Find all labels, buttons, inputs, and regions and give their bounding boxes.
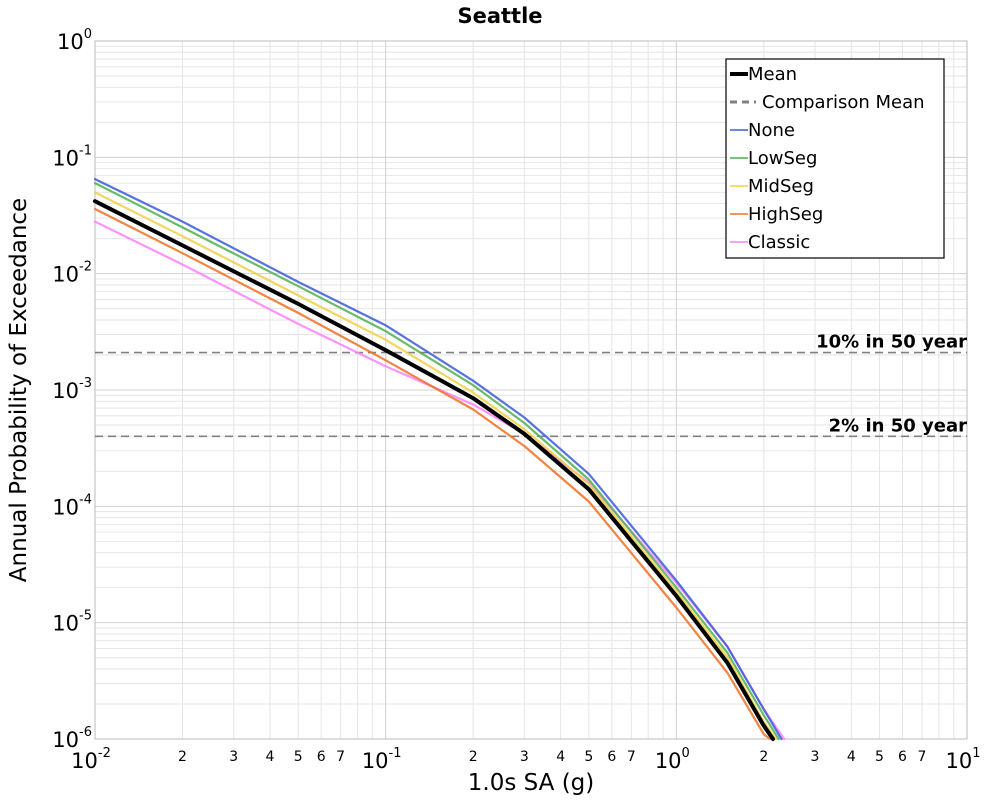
series-line-lowseg [93, 182, 780, 741]
legend-label: MidSeg [748, 176, 814, 197]
y-axis-label: Annual Probability of Exceedance [6, 198, 32, 582]
x-minor-tick-label: 2 [469, 749, 478, 765]
x-tick-exponent: 0 [682, 746, 690, 761]
x-minor-tick-label: 4 [847, 749, 856, 765]
x-minor-tick-label: 3 [229, 749, 238, 765]
x-minor-tick-label: 7 [336, 749, 345, 765]
x-minor-tick-label: 4 [266, 749, 275, 765]
legend-label: None [748, 120, 795, 141]
x-tick-exponent: -1 [389, 746, 402, 761]
legend-label: HighSeg [748, 204, 823, 225]
plot-area [94, 40, 968, 740]
x-minor-tick-label: 6 [317, 749, 326, 765]
legend-label: Mean [748, 64, 797, 85]
y-tick-exponent: -5 [79, 609, 92, 624]
series-line-mean [93, 199, 775, 741]
y-tick-exponent: -2 [79, 260, 92, 275]
x-minor-tick-label: 5 [584, 749, 593, 765]
x-minor-tick-label: 2 [178, 749, 187, 765]
x-minor-tick-label: 3 [811, 749, 820, 765]
y-tick-exponent: -4 [79, 492, 92, 507]
x-minor-tick-label: 3 [520, 749, 529, 765]
y-tick-exponent: -3 [79, 376, 92, 391]
legend: Mean Comparison Mean None LowSeg MidSeg HighS… [725, 58, 945, 259]
legend-label: Classic [748, 232, 810, 253]
reference-line-label: 2% in 50 year [829, 415, 967, 436]
y-tick-exponent: -1 [79, 143, 92, 158]
x-minor-tick-label: 5 [294, 749, 303, 765]
x-minor-tick-label: 6 [607, 749, 616, 765]
y-tick-exponent: 0 [84, 27, 92, 42]
series-line-none [93, 178, 783, 741]
x-minor-tick-label: 5 [875, 749, 884, 765]
x-tick-label: 10-1 [362, 746, 402, 773]
y-tick-label: 10-1 [52, 143, 92, 170]
reference-line-label: 10% in 50 year [816, 332, 967, 353]
series-layer [93, 178, 786, 741]
series-line-highseg [93, 207, 772, 741]
series-line-midseg [93, 191, 777, 741]
x-minor-tick-label: 7 [627, 749, 636, 765]
legend-label: LowSeg [748, 148, 817, 169]
y-tick-exponent: -6 [79, 725, 92, 740]
legend-box [725, 58, 945, 259]
chart-title: Seattle [457, 4, 542, 28]
x-tick-exponent: 1 [972, 746, 980, 761]
x-minor-tick-label: 4 [556, 749, 565, 765]
x-minor-tick-label: 6 [898, 749, 907, 765]
x-axis-label: 1.0s SA (g) [468, 770, 595, 796]
x-minor-tick-label: 2 [759, 749, 768, 765]
x-minor-tick-label: 7 [918, 749, 927, 765]
legend-label: Comparison Mean [762, 92, 925, 113]
x-tick-exponent: -2 [98, 746, 111, 761]
